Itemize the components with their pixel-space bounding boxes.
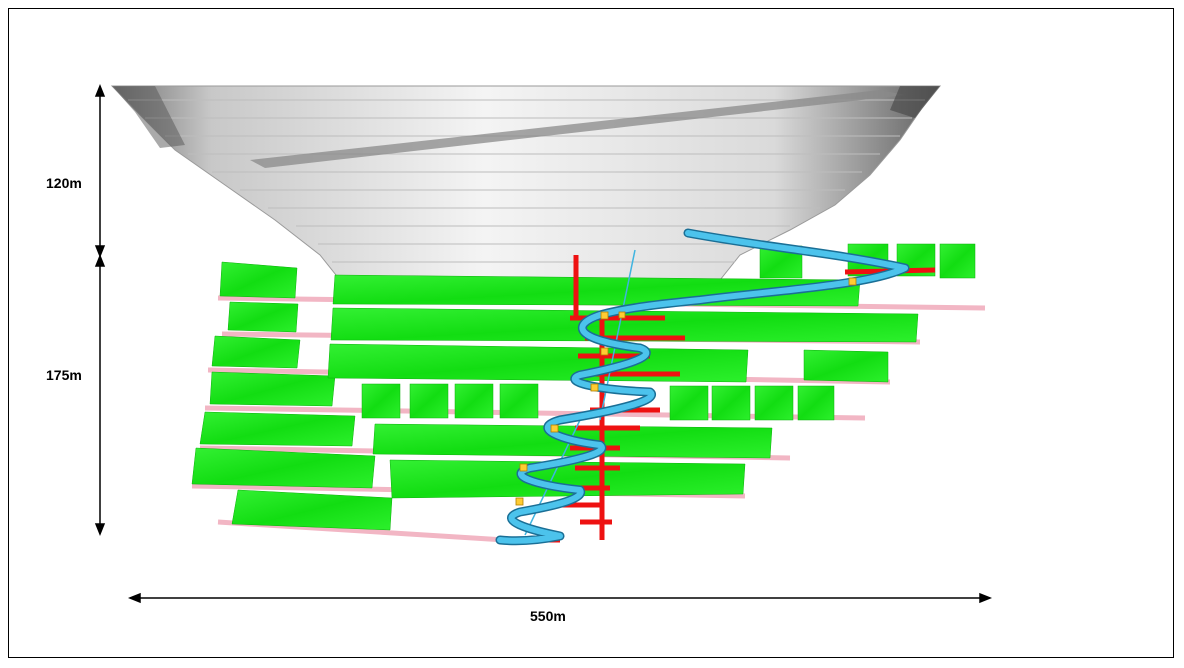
access-points [515,277,857,506]
dimension-label-550m: 550m [530,608,566,624]
open-pit [110,85,942,281]
dimension-120m [94,83,106,259]
dimension-label-175m: 175m [46,367,82,383]
dimension-550m [127,592,993,604]
decline-ramp [495,228,910,546]
diagram-frame [8,8,1174,658]
stopes [191,243,976,531]
dimension-175m [94,253,106,537]
dimension-label-120m: 120m [46,175,82,191]
